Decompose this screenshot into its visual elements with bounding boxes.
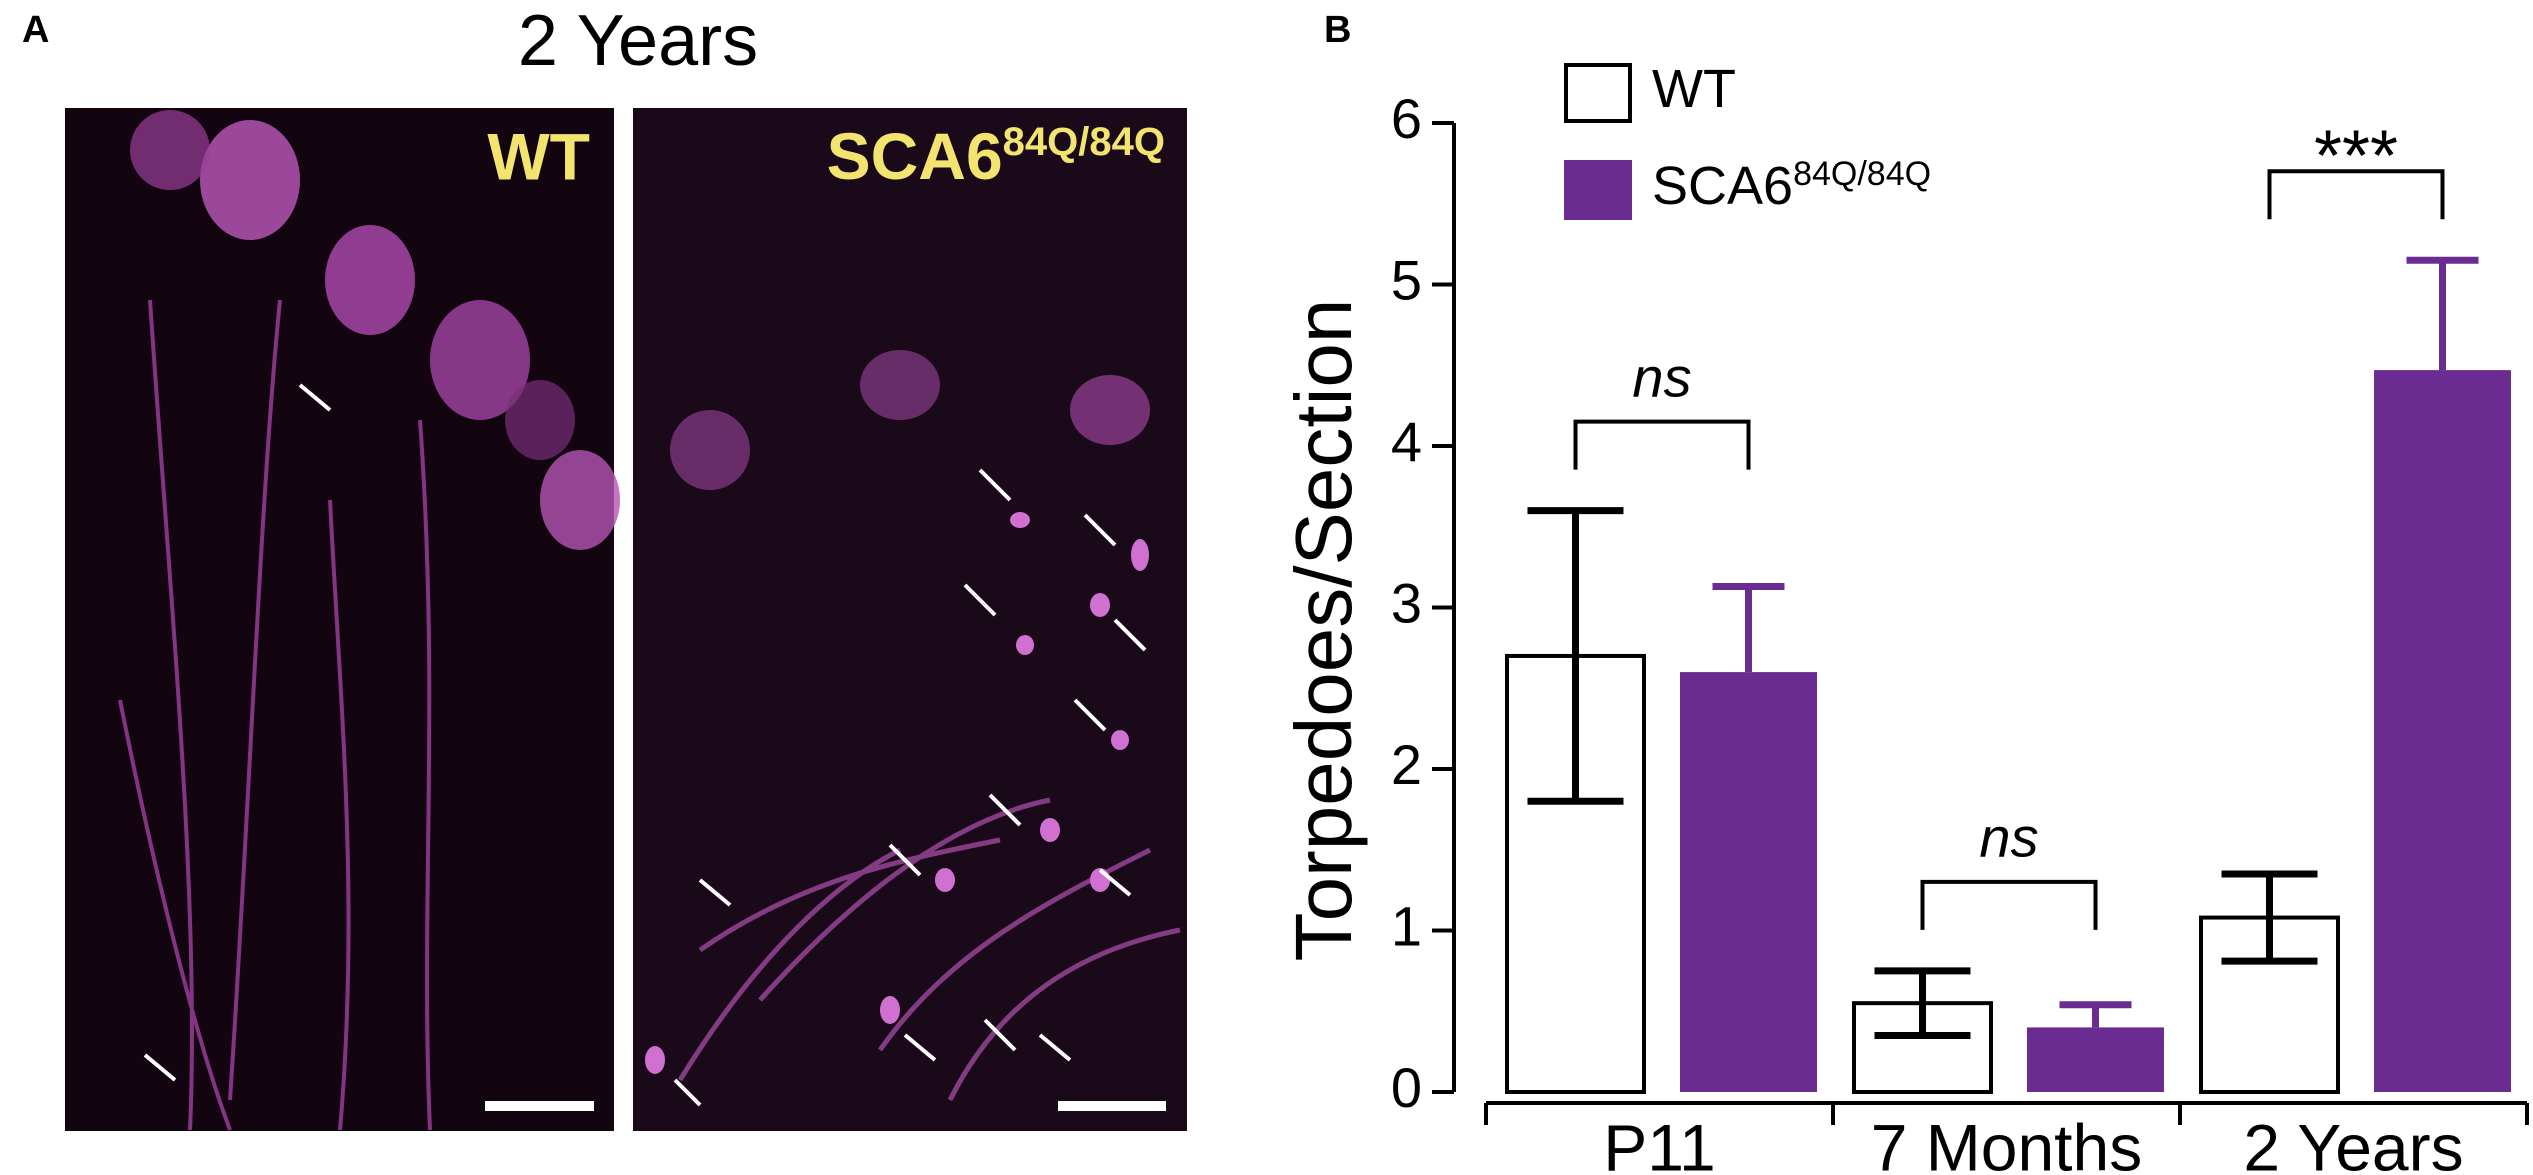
y-axis-title: Torpedoes/Section [1279,299,1368,962]
image-title: 2 Years [518,1,758,81]
bar [2374,370,2511,1093]
y-tick-label: 6 [1391,87,1422,150]
bar [1505,653,1646,1094]
significance-bracket [2267,169,2445,220]
significance-label: ns [1632,345,1691,408]
micrograph-left [65,108,620,1131]
error-bar [2406,256,2479,371]
legend-swatch [1564,160,1632,220]
image-label: WT [487,119,590,193]
y-tick-label: 4 [1391,410,1422,473]
legend-name: WT [1652,59,1736,119]
significance-bracket [1920,879,2098,930]
y-tick-label: 3 [1391,571,1422,634]
panel-letter: A [22,9,49,51]
micrograph-right [633,108,1187,1131]
legend-sup: 84Q/84Q [1793,155,1931,193]
y-tick-label: 5 [1391,248,1422,311]
y-tick-label: 2 [1391,733,1422,796]
panel-letter: B [1324,9,1351,51]
bar [1680,672,1817,1092]
legend-label: WT [1652,59,1736,119]
x-tick-label: P11 [1603,1110,1716,1175]
legend-name: SCA6 [1652,156,1793,216]
legend-swatch [1564,63,1632,123]
y-tick-label: 1 [1391,894,1422,957]
bar-chart: 0 1 2 3 4 5 6 P11 ns 7 Months ns 2 Years *** WT SCA684… [1391,59,2529,1175]
legend-label: SCA684Q/84Q [1652,155,1931,216]
bar [2027,1027,2164,1092]
error-bar [1527,507,1624,805]
significance-label: ns [1979,806,2038,869]
x-tick-label: 2 Years [2243,1110,2463,1175]
significance-label: *** [2314,116,2398,196]
error-bar [2221,870,2318,965]
y-tick-label: 0 [1391,1056,1422,1119]
image-label-main: SCA6 [827,119,1003,193]
image-label-sup: 84Q/84Q [1003,120,1165,164]
error-bar [1874,967,1971,1039]
image-label: SCA684Q/84Q [827,119,1165,193]
significance-bracket [1573,419,1751,470]
x-tick-label: 7 Months [1871,1110,2142,1175]
error-bar [2059,1001,2132,1028]
error-bar [1712,583,1785,673]
